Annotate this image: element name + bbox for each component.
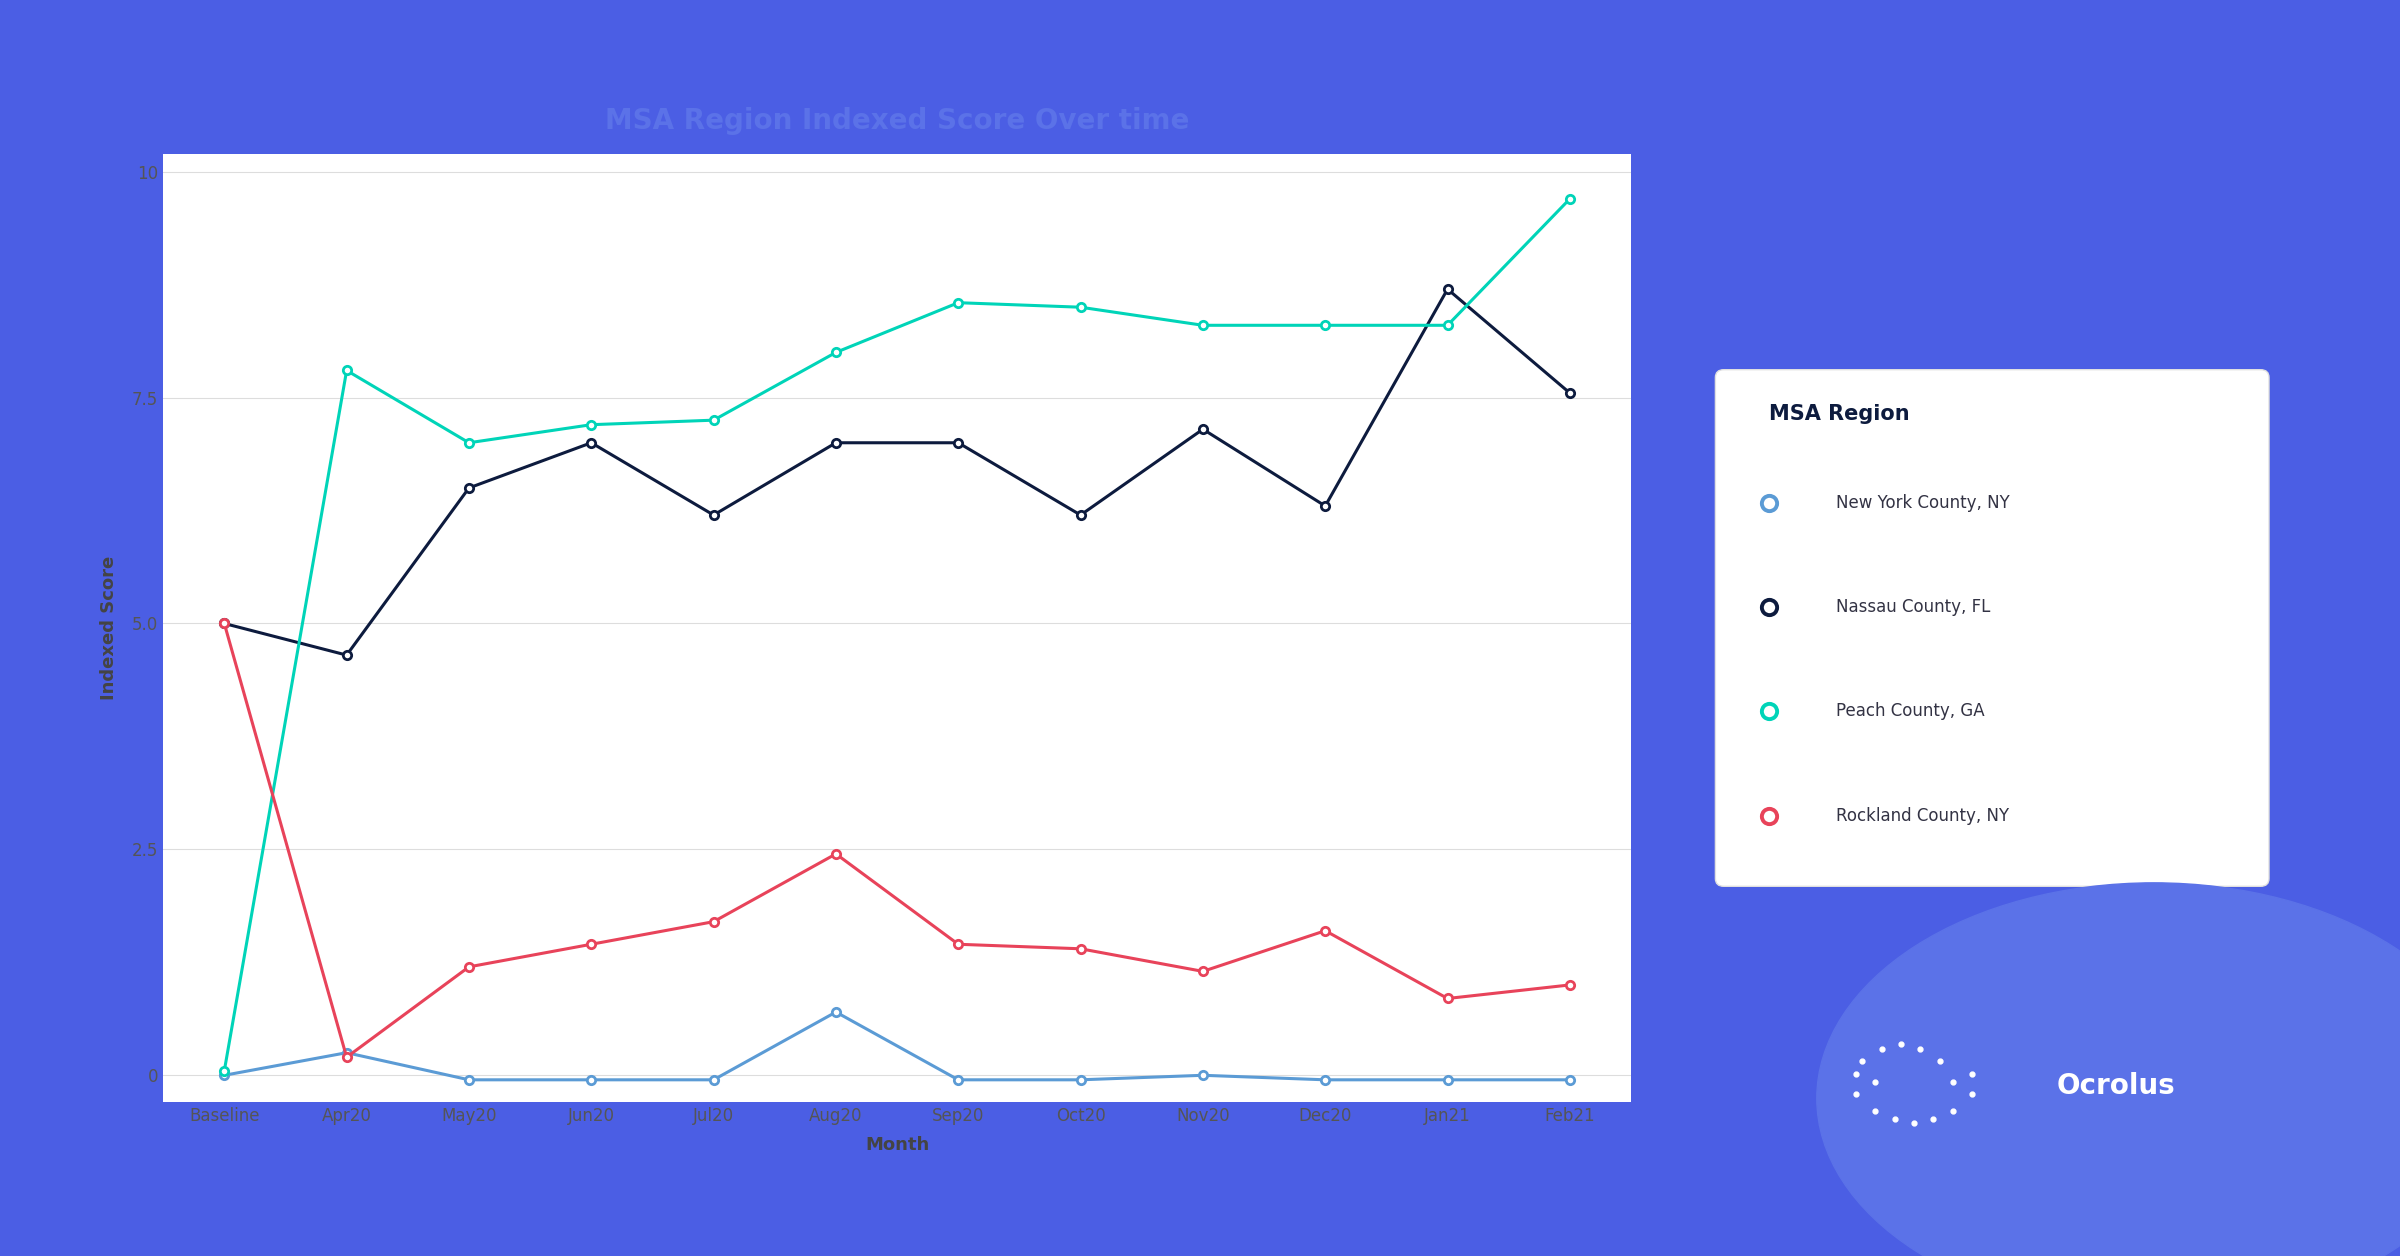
Text: Nassau County, FL: Nassau County, FL — [1836, 598, 1990, 617]
Text: Peach County, GA: Peach County, GA — [1836, 702, 1985, 721]
Text: Ocrolus: Ocrolus — [2057, 1071, 2174, 1100]
Circle shape — [1817, 883, 2400, 1256]
Circle shape — [1927, 1078, 2381, 1256]
Y-axis label: Indexed Score: Indexed Score — [101, 556, 118, 700]
X-axis label: Month: Month — [864, 1137, 929, 1154]
FancyBboxPatch shape — [1716, 369, 2268, 887]
Title: MSA Region Indexed Score Over time: MSA Region Indexed Score Over time — [605, 107, 1190, 134]
Text: MSA Region: MSA Region — [1769, 403, 1908, 423]
Text: New York County, NY: New York County, NY — [1836, 494, 2009, 511]
Text: Rockland County, NY: Rockland County, NY — [1836, 806, 2009, 825]
